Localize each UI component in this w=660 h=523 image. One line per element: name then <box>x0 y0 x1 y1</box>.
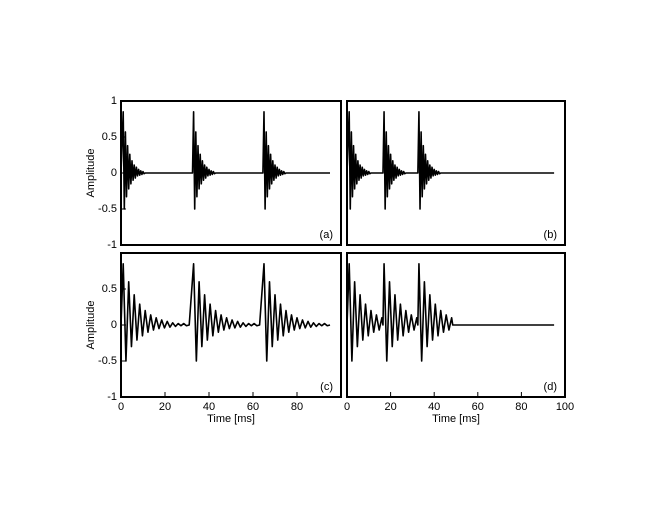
x-tick-label: 40 <box>203 401 215 413</box>
x-tick-label: 0 <box>118 401 124 413</box>
y-tick-label: 0.5 <box>102 283 117 295</box>
x-tick-label: 20 <box>159 401 171 413</box>
x-tick-label: 60 <box>247 401 259 413</box>
signal-line <box>346 263 555 362</box>
y-tick-label: 0 <box>111 167 117 179</box>
panel-label: (b) <box>544 229 557 241</box>
x-tick-label: 20 <box>384 401 396 413</box>
x-tick-label: 80 <box>515 401 527 413</box>
y-tick-label: 1 <box>111 95 117 107</box>
x-axis-label: Time [ms] <box>207 413 255 425</box>
panel-label: (a) <box>320 229 333 241</box>
y-axis-label: Amplitude <box>85 301 97 350</box>
x-tick-label: 80 <box>291 401 303 413</box>
panel-label: (c) <box>320 381 333 393</box>
y-axis-label: Amplitude <box>85 149 97 198</box>
y-tick-label: -0.5 <box>98 203 117 215</box>
signal-line <box>120 263 331 362</box>
signal-line <box>346 111 555 210</box>
x-axis-label: Time [ms] <box>432 413 480 425</box>
x-tick-label: 100 <box>556 401 574 413</box>
signal-line <box>120 111 330 210</box>
y-tick-label: -1 <box>107 239 117 251</box>
y-tick-label: -1 <box>107 391 117 403</box>
y-tick-label: 0 <box>111 319 117 331</box>
panel-label: (d) <box>544 381 557 393</box>
axes-frame <box>346 100 566 246</box>
x-tick-label: 0 <box>344 401 350 413</box>
y-tick-label: 0.5 <box>102 131 117 143</box>
x-tick-label: 40 <box>428 401 440 413</box>
y-tick-label: -0.5 <box>98 355 117 367</box>
axes-frame <box>346 252 566 398</box>
x-tick-label: 60 <box>472 401 484 413</box>
